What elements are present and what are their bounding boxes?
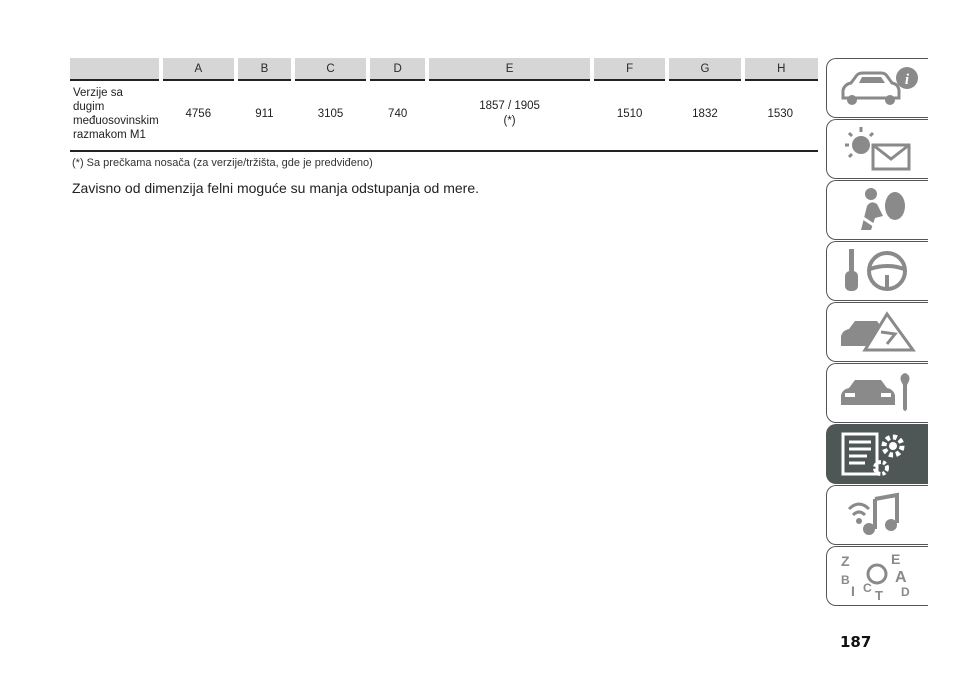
- header-g: G: [665, 58, 743, 81]
- dimensions-table: A B C D E F G H Verzije sa dugim međuoso…: [70, 58, 818, 152]
- row-label-line: međuosovinskim: [73, 115, 159, 127]
- row-label-line: Verzije sa: [73, 87, 123, 99]
- tab-technical-data[interactable]: [826, 424, 928, 484]
- header-e: E: [425, 58, 592, 81]
- tab-car-info[interactable]: i: [826, 58, 928, 118]
- cell-g: 1832: [667, 80, 743, 152]
- cell-h: 1530: [742, 80, 818, 152]
- header-d: D: [366, 58, 428, 81]
- warning-lights-icon: [844, 127, 910, 171]
- table-header-row: A B C D E F G H: [70, 58, 818, 81]
- svg-text:A: A: [895, 569, 907, 586]
- cell-f: 1510: [591, 80, 668, 152]
- svg-text:T: T: [875, 588, 883, 602]
- header-a: A: [158, 58, 236, 81]
- tab-index[interactable]: Z E B A I C T D: [826, 546, 928, 606]
- tab-starting-driving[interactable]: [826, 241, 928, 301]
- key-steering-wheel-icon: [844, 249, 907, 291]
- cell-d: 740: [368, 80, 428, 152]
- svg-text:C: C: [863, 581, 872, 595]
- cell-b: 911: [235, 80, 293, 152]
- row-label: Verzije sa dugim međuosovinskim razmakom…: [70, 80, 161, 152]
- cell-c: 3105: [292, 80, 369, 152]
- svg-text:i: i: [904, 72, 909, 88]
- cell-a: 4756: [160, 80, 236, 152]
- header-b: B: [233, 58, 293, 81]
- airbag-safety-icon: [855, 188, 905, 230]
- technical-data-icon: [841, 432, 904, 476]
- page-number: 187: [840, 633, 872, 651]
- tab-warning-lights[interactable]: [826, 119, 928, 179]
- footnote: (*) Sa prečkama nosača (za verzije/tržiš…: [72, 157, 373, 169]
- svg-text:Z: Z: [841, 553, 850, 569]
- dimension-note: Zavisno od dimenzija felni moguće su man…: [72, 180, 480, 196]
- row-label-line: dugim: [73, 101, 105, 113]
- table-row: Verzije sa dugim međuosovinskim razmakom…: [70, 80, 818, 152]
- svg-text:I: I: [851, 583, 855, 599]
- header-c: C: [290, 58, 369, 81]
- svg-text:E: E: [891, 551, 900, 567]
- tab-multimedia[interactable]: [826, 485, 928, 545]
- header-blank-cell: [70, 58, 161, 81]
- tab-maintenance[interactable]: [826, 363, 928, 423]
- car-maintenance-icon: [840, 373, 909, 411]
- alphabetical-index-icon: Z E B A I C T D: [841, 551, 910, 602]
- car-info-icon: i: [841, 67, 918, 105]
- multimedia-icon: [847, 492, 899, 535]
- emergency-triangle-icon: [840, 311, 916, 352]
- svg-text:D: D: [901, 585, 910, 599]
- cell-e: 1857 / 1905 (*): [427, 80, 592, 152]
- row-label-line: razmakom M1: [73, 129, 146, 141]
- tab-airbag-safety[interactable]: [826, 180, 928, 240]
- header-h: H: [740, 58, 818, 81]
- section-tabs: i: [826, 58, 928, 607]
- header-f: F: [589, 58, 668, 81]
- svg-text:B: B: [841, 573, 850, 587]
- dimensions-table-container: A B C D E F G H Verzije sa dugim međuoso…: [70, 58, 818, 152]
- tab-emergency[interactable]: [826, 302, 928, 362]
